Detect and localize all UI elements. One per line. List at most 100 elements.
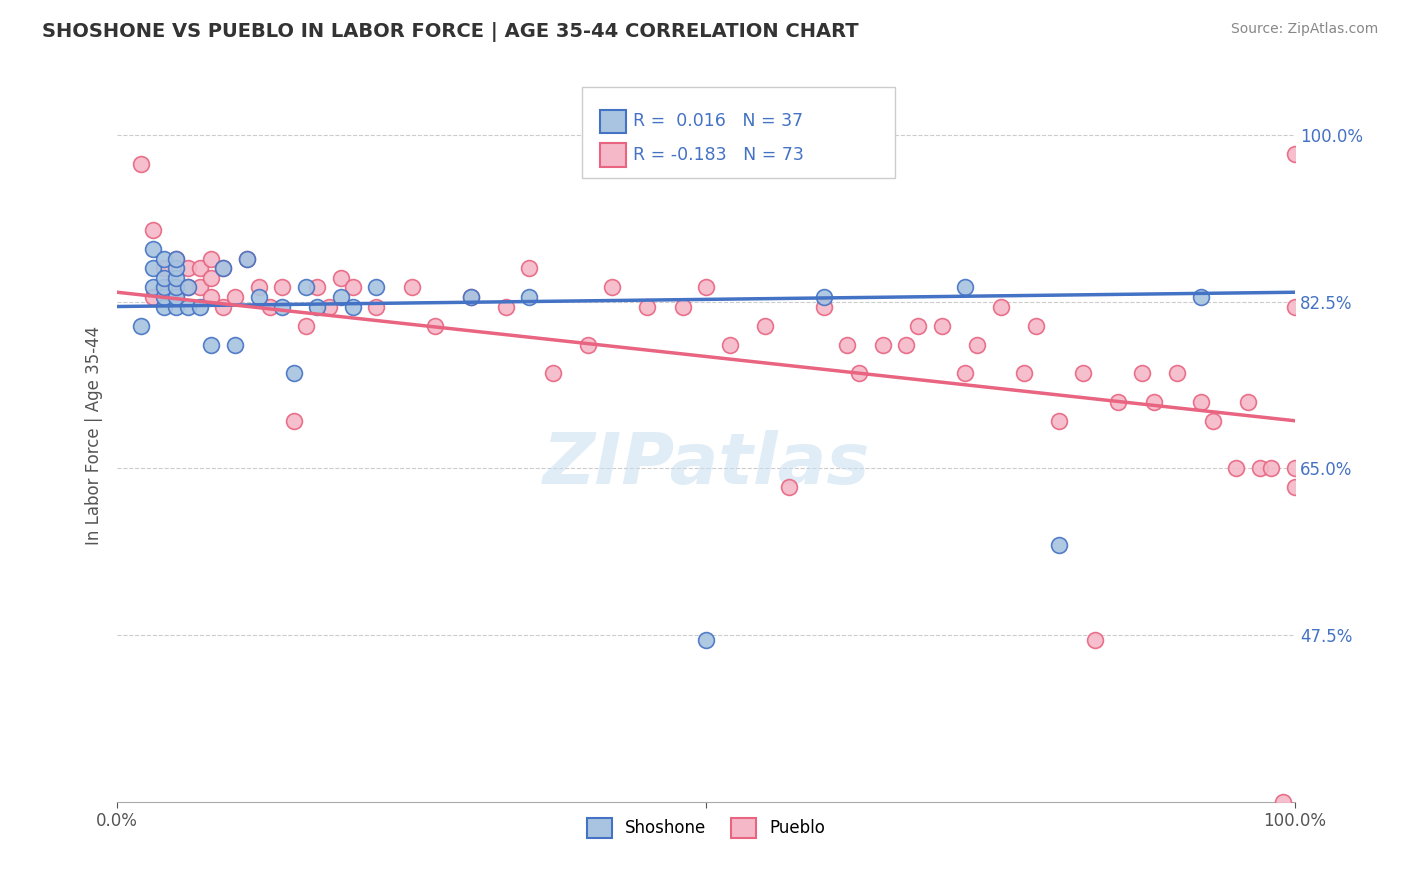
Point [235,252,257,266]
Text: Source: ZipAtlas.com: Source: ZipAtlas.com [1230,22,1378,37]
Point [129,157,152,171]
Point [165,271,187,285]
Point [1143,394,1166,409]
Point [224,337,246,351]
Point [212,300,235,314]
FancyBboxPatch shape [582,87,894,178]
Point [1272,795,1295,809]
Point [1284,300,1306,314]
Point [1284,480,1306,494]
Point [813,290,835,304]
Point [1284,461,1306,475]
Point [342,300,364,314]
Point [188,280,211,294]
Point [318,300,340,314]
Point [271,300,294,314]
Point [1249,461,1271,475]
Point [153,280,176,294]
Point [330,290,353,304]
Point [283,366,305,380]
Point [283,414,305,428]
Point [153,290,176,304]
FancyBboxPatch shape [600,144,626,167]
Text: ZIPatlas: ZIPatlas [543,430,870,499]
Point [519,290,541,304]
Point [188,300,211,314]
Point [141,290,163,304]
Point [200,337,222,351]
Point [1025,318,1047,333]
Point [294,318,316,333]
Point [212,261,235,276]
Point [141,280,163,294]
Point [1084,632,1107,647]
Point [966,337,988,351]
Point [636,300,658,314]
Point [495,300,517,314]
Point [247,280,270,294]
Point [200,271,222,285]
Point [177,280,200,294]
Point [872,337,894,351]
Point [165,300,187,314]
Point [294,280,316,294]
Point [165,290,187,304]
Point [1284,147,1306,161]
Point [165,280,187,294]
Point [955,366,977,380]
Point [366,280,388,294]
Point [129,318,152,333]
Point [460,290,482,304]
Point [153,300,176,314]
Point [259,300,281,314]
Point [153,271,176,285]
Point [235,252,257,266]
FancyBboxPatch shape [600,110,626,133]
Point [165,290,187,304]
Y-axis label: In Labor Force | Age 35-44: In Labor Force | Age 35-44 [86,326,103,545]
Point [931,318,953,333]
Point [1189,290,1212,304]
Point [519,261,541,276]
Point [1189,394,1212,409]
Point [141,223,163,237]
Point [1225,461,1247,475]
Point [671,300,693,314]
Point [1012,366,1035,380]
Point [247,290,270,304]
Point [153,261,176,276]
Point [1049,414,1071,428]
Point [271,280,294,294]
Point [342,280,364,294]
Point [1166,366,1188,380]
Point [990,300,1012,314]
Text: R = -0.183   N = 73: R = -0.183 N = 73 [633,146,804,164]
Point [837,337,859,351]
Point [200,252,222,266]
Point [1107,394,1129,409]
Text: SHOSHONE VS PUEBLO IN LABOR FORCE | AGE 35-44 CORRELATION CHART: SHOSHONE VS PUEBLO IN LABOR FORCE | AGE … [42,22,859,42]
Point [141,261,163,276]
Point [307,280,329,294]
Point [1237,394,1260,409]
Point [177,261,200,276]
Point [141,243,163,257]
Point [695,632,717,647]
Point [778,480,800,494]
Point [177,300,200,314]
Point [813,300,835,314]
Point [848,366,870,380]
Point [1071,366,1094,380]
Legend: Shoshone, Pueblo: Shoshone, Pueblo [581,811,832,845]
Point [188,261,211,276]
Point [1201,414,1223,428]
Point [401,280,423,294]
Point [165,261,187,276]
Point [165,252,187,266]
Point [1130,366,1153,380]
Point [153,280,176,294]
Point [212,261,235,276]
Point [200,290,222,304]
Point [425,318,447,333]
Point [576,337,599,351]
